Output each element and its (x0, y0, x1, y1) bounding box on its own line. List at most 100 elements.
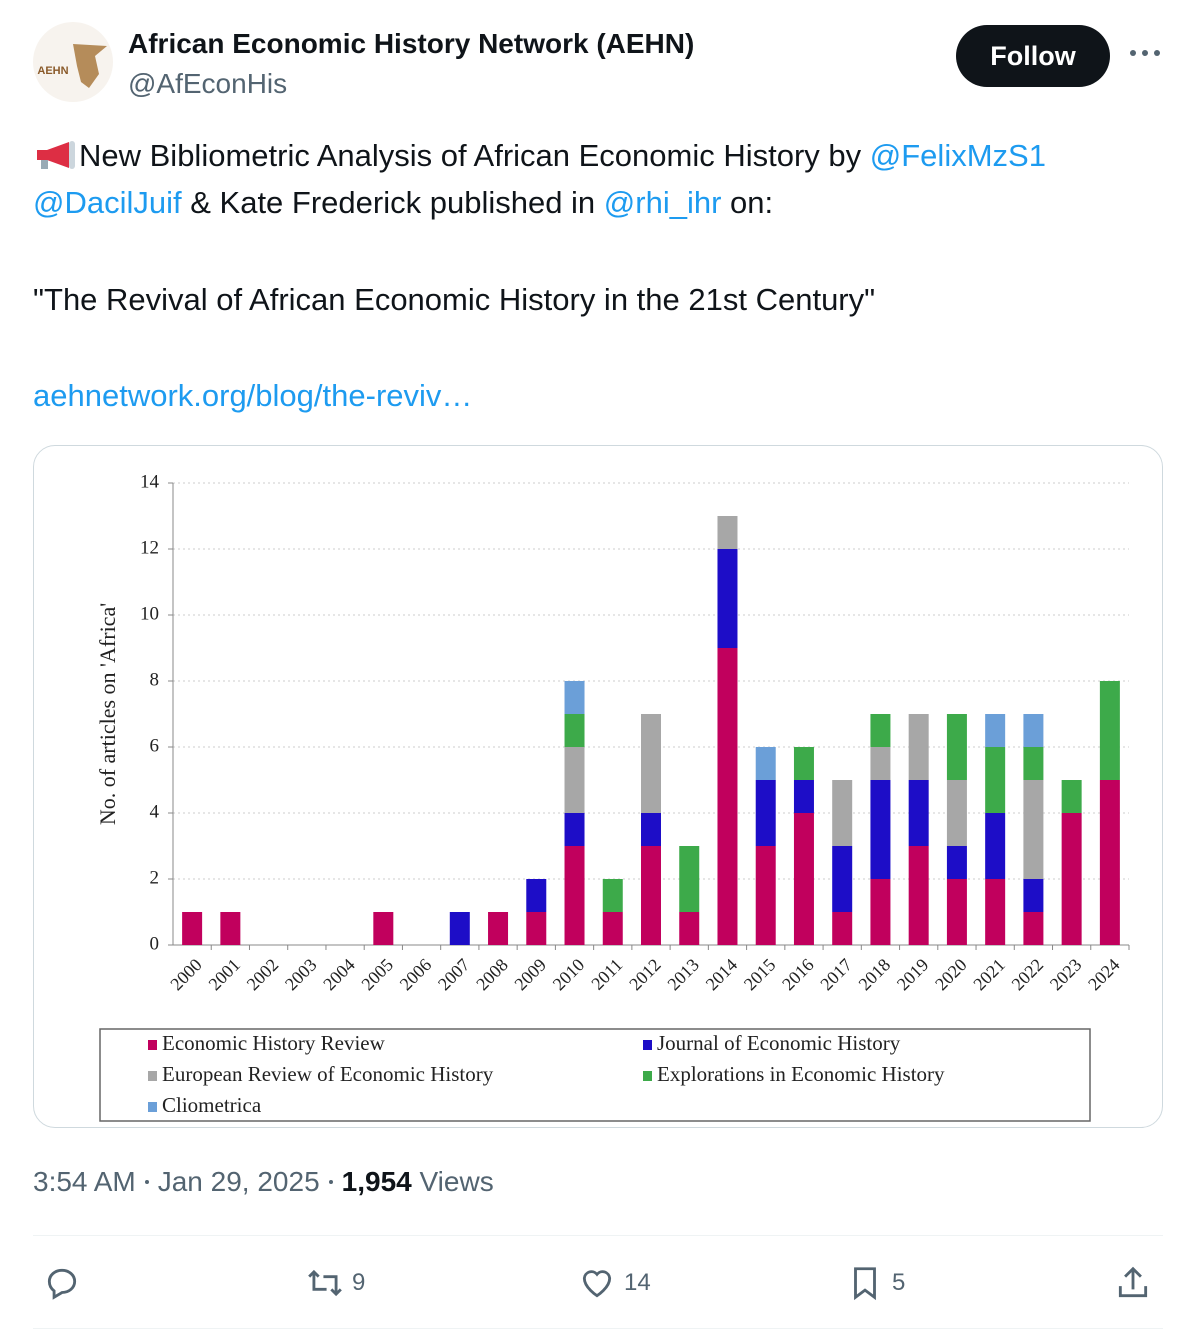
y-tick-label: 2 (150, 867, 160, 888)
repost-button[interactable]: 9 (306, 1264, 365, 1302)
tweet-meta: 3:54 AM Jan 29, 2025 1,954 Views (33, 1166, 494, 1198)
mention[interactable]: @DacilJuif (33, 185, 182, 220)
y-tick-label: 14 (140, 471, 160, 492)
y-tick-label: 0 (150, 933, 160, 954)
legend-box (99, 1028, 1091, 1122)
bar (488, 912, 509, 945)
bar (641, 813, 661, 846)
bar (908, 780, 929, 846)
bar (946, 846, 967, 879)
bar (985, 879, 1006, 945)
bar (602, 912, 623, 945)
tweet-line: New Bibliometric Analysis of African Eco… (33, 138, 1046, 174)
bar (1023, 879, 1044, 912)
bar (870, 714, 891, 747)
author-handle[interactable]: @AfEconHis (128, 68, 288, 99)
x-tick-label: 2014 (702, 955, 742, 995)
reply-button[interactable] (43, 1264, 89, 1302)
bar (985, 747, 1006, 813)
mention[interactable]: @FelixMzS1 (869, 138, 1046, 173)
y-tick-label: 12 (140, 537, 159, 558)
x-tick-label: 2008 (472, 955, 512, 995)
x-tick-label: 2004 (319, 955, 359, 995)
divider (33, 1235, 1163, 1236)
share-button[interactable] (1114, 1264, 1160, 1302)
megaphone-icon (37, 141, 75, 169)
separator (328, 1180, 333, 1184)
bookmark-button[interactable]: 5 (846, 1264, 905, 1302)
x-tick-label: 2012 (625, 955, 665, 995)
time: 3:54 AM (33, 1166, 136, 1197)
x-tick-label: 2019 (893, 955, 933, 995)
legend-swatch (148, 1102, 157, 1112)
legend-swatch (643, 1071, 652, 1081)
bar (1023, 780, 1044, 879)
bar (908, 714, 929, 780)
x-tick-label: 2003 (281, 955, 321, 995)
legend-label: Economic History Review (162, 1031, 386, 1055)
bar (832, 912, 853, 945)
bar (717, 516, 738, 549)
bar (182, 912, 203, 945)
y-tick-label: 4 (150, 801, 160, 822)
x-tick-label: 2016 (778, 955, 818, 995)
date[interactable]: Jan 29, 2025 (157, 1166, 320, 1197)
views-count: 1,954 (341, 1166, 412, 1197)
separator (144, 1180, 149, 1184)
y-tick-label: 6 (150, 735, 160, 756)
legend-label: Journal of Economic History (657, 1031, 901, 1055)
bar (793, 780, 814, 813)
bar (679, 846, 700, 912)
x-tick-label: 2001 (205, 955, 245, 995)
tweet-quote: "The Revival of African Economic History… (33, 282, 876, 317)
bar (870, 879, 891, 945)
repost-count: 9 (352, 1269, 366, 1296)
bookmark-count: 5 (892, 1269, 906, 1296)
x-tick-label: 2024 (1084, 955, 1124, 995)
views-label: Views (419, 1166, 494, 1197)
follow-button[interactable]: Follow (956, 25, 1110, 87)
bar (1061, 813, 1082, 945)
x-tick-label: 2005 (357, 955, 397, 995)
bar (985, 714, 1006, 747)
tweet-link[interactable]: aehnetwork.org/blog/the-reviv… (33, 378, 473, 413)
bar (946, 714, 967, 780)
bar (793, 747, 814, 780)
legend-label: Cliometrica (162, 1093, 262, 1117)
bar (564, 813, 585, 846)
bar (717, 648, 738, 945)
bar (793, 813, 814, 945)
bar (946, 879, 967, 945)
chart: No. of articles on 'Africa' 0 2 4 6 8 10 12 14 2… (95, 471, 1130, 1122)
bar (1023, 714, 1044, 747)
bar (870, 747, 891, 780)
legend-label: Explorations in Economic History (657, 1062, 945, 1086)
bar (526, 912, 547, 945)
bar (908, 846, 929, 945)
mention[interactable]: @rhi_ihr (603, 185, 722, 220)
logo-text: AEHN (37, 65, 68, 77)
tweet-line: @DacilJuif & Kate Frederick published in… (33, 185, 773, 221)
x-tick-label: 2020 (931, 955, 971, 995)
bookmark-icon (854, 1267, 876, 1301)
like-button[interactable]: 14 (578, 1264, 651, 1302)
x-tick-label: 2023 (1046, 955, 1086, 995)
bar (564, 747, 585, 813)
bar (1099, 681, 1120, 780)
avatar[interactable]: AEHN (33, 22, 113, 102)
bar (1061, 780, 1082, 813)
bar (1023, 912, 1044, 945)
bar (220, 912, 241, 945)
like-count: 14 (624, 1269, 651, 1296)
x-tick-label: 2018 (855, 955, 895, 995)
bar (832, 780, 853, 846)
more-button[interactable] (1128, 46, 1162, 60)
divider (33, 1328, 1163, 1329)
author-name[interactable]: African Economic History Network (AEHN) (128, 28, 695, 59)
media[interactable]: No. of articles on 'Africa' 0 2 4 6 8 10 12 14 2… (33, 445, 1163, 1128)
x-tick-label: 2017 (816, 955, 856, 995)
legend-label: European Review of Economic History (162, 1062, 494, 1086)
y-tick-label: 8 (150, 669, 160, 690)
share-icon (1118, 1266, 1148, 1298)
bar (755, 747, 776, 780)
